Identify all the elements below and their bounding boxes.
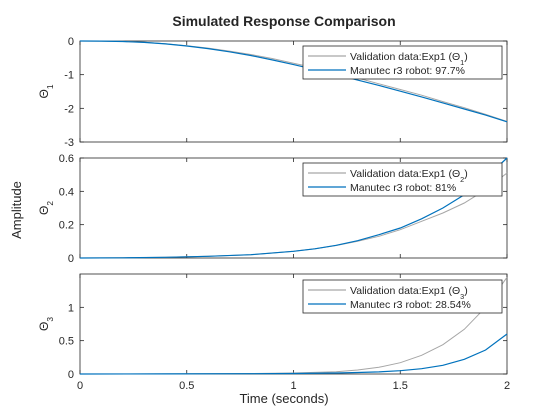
series-line-model — [79, 40, 508, 123]
legend: Validation data:Exp1 (Θ1)Manutec r3 robo… — [302, 45, 503, 80]
legend-box — [302, 162, 503, 197]
y-tick-label: 0.6 — [59, 153, 74, 165]
series-line-model — [79, 333, 508, 375]
y-tick-label: -2 — [64, 103, 74, 115]
legend-entry-label: Validation data:Exp1 (Θ2) — [350, 168, 468, 184]
subplot-1: 0 -1 -2 -3 Θ1 Validation data:Exp1 (Θ1)Manute… — [37, 36, 508, 149]
legend-entry-label: Validation data:Exp1 (Θ3) — [350, 285, 468, 301]
x-tick-label: 1.5 — [393, 380, 408, 392]
chart-title: Simulated Response Comparison — [172, 13, 395, 29]
legend-box — [302, 45, 503, 80]
legend-entry-label: Manutec r3 robot: 28.54% — [350, 299, 471, 311]
x-axis-label: Time (seconds) — [239, 391, 328, 406]
legend-entry-label: Manutec r3 robot: 97.7% — [350, 65, 465, 77]
series-line-model — [79, 157, 508, 259]
y-tick-label: 0.2 — [59, 220, 74, 232]
y-tick-label: -1 — [64, 70, 74, 82]
y-tick-label: 0 — [68, 253, 74, 265]
x-tick-label: 0 — [77, 380, 83, 392]
x-tick-label: 1 — [290, 380, 296, 392]
legend-entry-label: Validation data:Exp1 (Θ1) — [350, 51, 468, 67]
x-tick-label: 2 — [504, 380, 510, 392]
legend-entry-label: Manutec r3 robot: 81% — [350, 182, 456, 194]
legend: Validation data:Exp1 (Θ2)Manutec r3 robo… — [302, 162, 503, 197]
y-tick-label: 1 — [68, 302, 74, 314]
y-tick-label: 0 — [68, 36, 74, 48]
y-tick-label: 0 — [68, 369, 74, 381]
y-axis-label: Θ3 — [37, 317, 55, 331]
y-axis-label: Θ2 — [37, 201, 55, 215]
y-tick-label: -3 — [64, 137, 74, 149]
y-tick-label: 0.5 — [59, 336, 74, 348]
shared-y-axis-label: Amplitude — [9, 181, 24, 239]
y-axis-label: Θ1 — [37, 84, 55, 98]
legend: Validation data:Exp1 (Θ3)Manutec r3 robo… — [302, 279, 503, 314]
legend-box — [302, 279, 503, 314]
x-tick-label: 0.5 — [179, 380, 194, 392]
subplot-3: 1 0.5 00 0.5 1 1.5 2 Θ3 Validation data:Exp1 (Θ3… — [37, 273, 510, 392]
y-tick-label: 0.4 — [59, 186, 74, 198]
subplot-2: 0.6 0.4 0.2 0 Θ2 Validation data:Exp1 (Θ2)Man… — [37, 153, 508, 265]
